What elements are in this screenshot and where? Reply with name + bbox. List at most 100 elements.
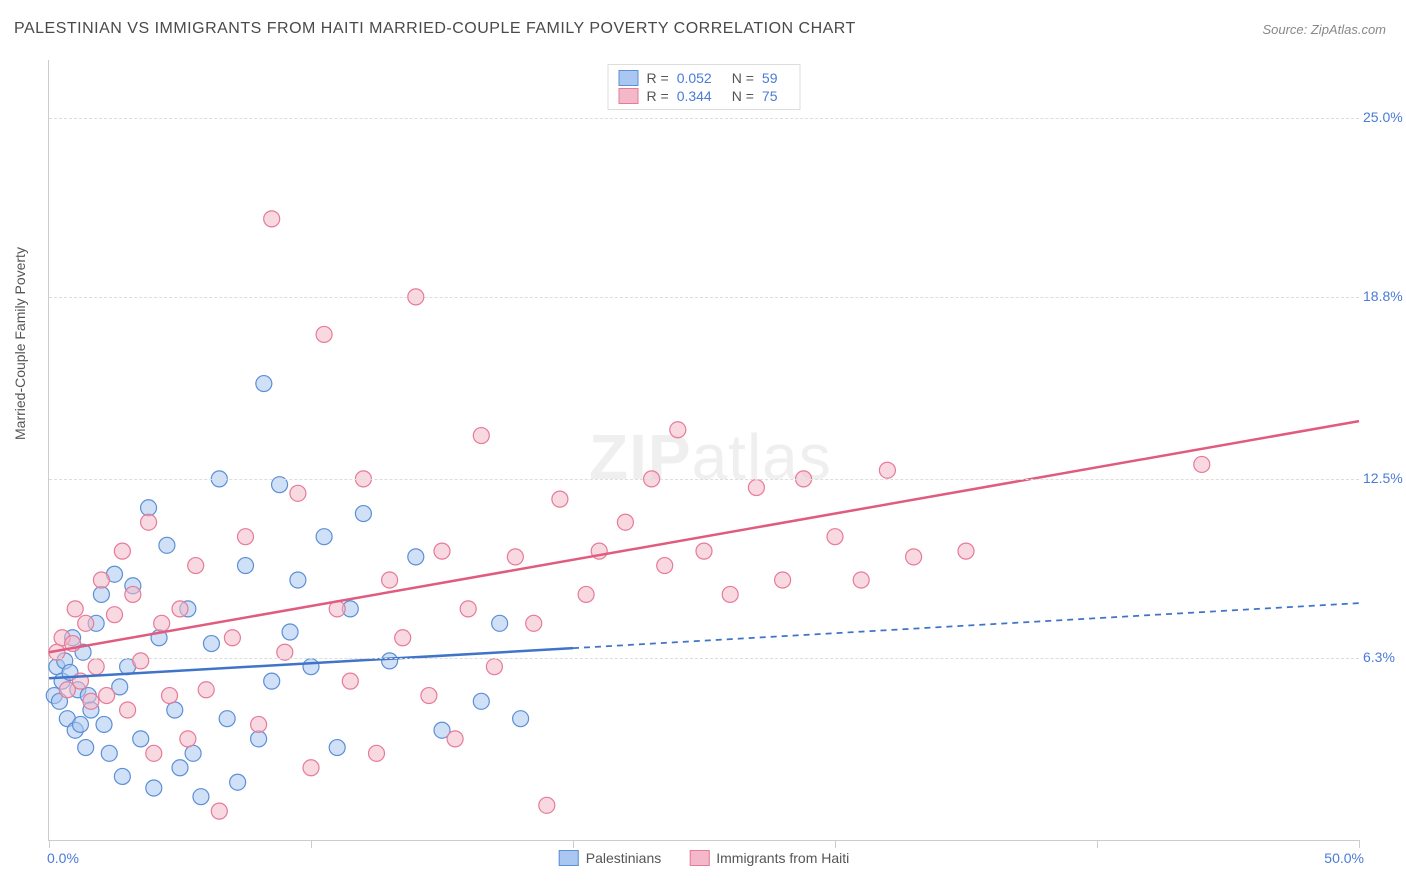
grid-line — [49, 297, 1359, 298]
n-value-2: 75 — [762, 88, 778, 104]
scatter-point — [146, 745, 162, 761]
r-value-1: 0.052 — [677, 70, 712, 86]
scatter-point — [78, 615, 94, 631]
n-label-2: N = — [732, 88, 754, 104]
legend-item-palestinians: Palestinians — [559, 850, 662, 866]
scatter-point — [238, 529, 254, 545]
scatter-point — [159, 537, 175, 553]
scatter-point — [125, 586, 141, 602]
scatter-point — [486, 659, 502, 675]
scatter-point — [185, 745, 201, 761]
scatter-point — [99, 688, 115, 704]
stats-legend: R = 0.052 N = 59 R = 0.344 N = 75 — [608, 64, 801, 110]
scatter-point — [853, 572, 869, 588]
scatter-point — [748, 480, 764, 496]
scatter-point — [101, 745, 117, 761]
r-label-1: R = — [647, 70, 669, 86]
scatter-point — [382, 653, 398, 669]
x-tick — [1097, 840, 1098, 848]
scatter-point — [264, 673, 280, 689]
source-attribution: Source: ZipAtlas.com — [1262, 22, 1386, 37]
scatter-point — [114, 543, 130, 559]
scatter-point — [146, 780, 162, 796]
grid-line — [49, 118, 1359, 119]
scatter-point — [775, 572, 791, 588]
scatter-point — [473, 693, 489, 709]
swatch-pink — [619, 88, 639, 104]
swatch-blue-2 — [559, 850, 579, 866]
scatter-point — [133, 653, 149, 669]
scatter-point — [107, 607, 123, 623]
scatter-point — [421, 688, 437, 704]
scatter-point — [211, 803, 227, 819]
x-tick-label: 0.0% — [47, 850, 79, 866]
stats-row-haiti: R = 0.344 N = 75 — [619, 87, 790, 105]
y-tick-label: 6.3% — [1363, 649, 1406, 665]
scatter-point — [96, 716, 112, 732]
scatter-point — [507, 549, 523, 565]
series-legend: Palestinians Immigrants from Haiti — [559, 850, 850, 866]
scatter-point — [83, 693, 99, 709]
scatter-point — [93, 572, 109, 588]
y-axis-label: Married-Couple Family Poverty — [12, 247, 28, 440]
scatter-point — [670, 422, 686, 438]
scatter-point — [88, 659, 104, 675]
scatter-point — [251, 731, 267, 747]
scatter-point — [906, 549, 922, 565]
scatter-point — [256, 376, 272, 392]
scatter-point — [303, 659, 319, 675]
scatter-point — [303, 760, 319, 776]
scatter-point — [238, 558, 254, 574]
scatter-point — [78, 740, 94, 756]
scatter-point — [408, 549, 424, 565]
scatter-point — [316, 326, 332, 342]
scatter-point — [290, 485, 306, 501]
scatter-point — [958, 543, 974, 559]
scatter-point — [1194, 456, 1210, 472]
scatter-point — [154, 615, 170, 631]
x-tick — [1359, 840, 1360, 848]
scatter-point — [188, 558, 204, 574]
y-tick-label: 18.8% — [1363, 288, 1406, 304]
swatch-blue — [619, 70, 639, 86]
x-tick — [835, 840, 836, 848]
scatter-point — [224, 630, 240, 646]
scatter-point — [526, 615, 542, 631]
scatter-point — [282, 624, 298, 640]
scatter-point — [172, 601, 188, 617]
scatter-point — [434, 543, 450, 559]
scatter-point — [193, 789, 209, 805]
scatter-point — [473, 428, 489, 444]
scatter-point — [539, 797, 555, 813]
n-value-1: 59 — [762, 70, 778, 86]
scatter-point — [230, 774, 246, 790]
scatter-point — [93, 586, 109, 602]
scatter-point — [219, 711, 235, 727]
scatter-point — [114, 768, 130, 784]
y-tick-label: 12.5% — [1363, 470, 1406, 486]
x-tick — [311, 840, 312, 848]
legend-label-2: Immigrants from Haiti — [716, 850, 849, 866]
scatter-point — [133, 731, 149, 747]
legend-label-1: Palestinians — [586, 850, 662, 866]
grid-line — [49, 658, 1359, 659]
scatter-point — [395, 630, 411, 646]
x-tick — [49, 840, 50, 848]
chart-title: PALESTINIAN VS IMMIGRANTS FROM HAITI MAR… — [14, 20, 856, 38]
scatter-point — [492, 615, 508, 631]
scatter-point — [369, 745, 385, 761]
x-tick-label: 50.0% — [1324, 850, 1364, 866]
chart-plot-area: ZIPatlas R = 0.052 N = 59 R = 0.344 N = … — [48, 60, 1359, 841]
grid-line — [49, 479, 1359, 480]
scatter-point — [141, 500, 157, 516]
scatter-point — [617, 514, 633, 530]
scatter-point — [696, 543, 712, 559]
scatter-point — [657, 558, 673, 574]
scatter-point — [342, 673, 358, 689]
scatter-point — [120, 702, 136, 718]
scatter-point — [382, 572, 398, 588]
x-tick — [573, 840, 574, 848]
scatter-point — [460, 601, 476, 617]
scatter-point — [513, 711, 529, 727]
scatter-point — [290, 572, 306, 588]
